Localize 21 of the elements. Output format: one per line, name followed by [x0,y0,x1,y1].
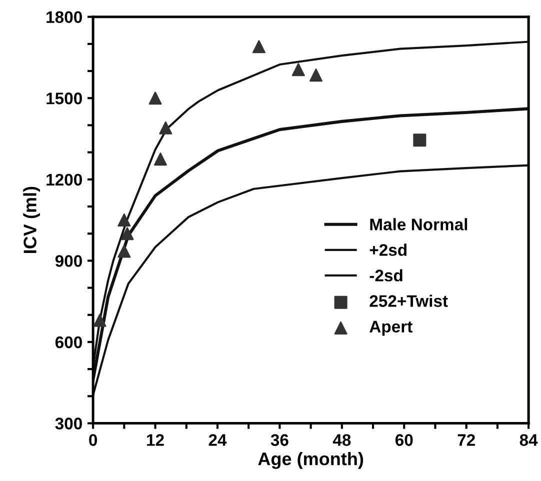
x-tick-label: 12 [147,434,164,446]
x-axis-title: Age (month) [258,452,364,469]
x-tick-label: 72 [458,434,475,446]
legend-label: Apert [370,320,412,336]
x-tick-label: 84 [520,434,538,446]
y-tick-label: 1500 [46,92,82,104]
legend-label: -2sd [370,269,402,282]
legend-label: Male Normal [370,218,468,230]
x-tick-label: 60 [395,434,413,446]
legend-label: 252+Twist [370,294,448,307]
x-tick-label: 0 [89,434,98,446]
y-tick-label: 1200 [46,174,82,186]
y-tick-label: 600 [55,336,82,348]
y-tick-label: 300 [55,418,82,430]
legend-label: +2sd [370,244,406,256]
x-tick-label: 48 [332,434,351,446]
y-tick-label: 1800 [46,11,82,24]
y-tick-label: 900 [55,255,82,267]
y-axis-title: ICV (ml) [23,186,40,253]
x-tick-label: 24 [208,434,227,446]
x-tick-label: 36 [270,434,288,446]
